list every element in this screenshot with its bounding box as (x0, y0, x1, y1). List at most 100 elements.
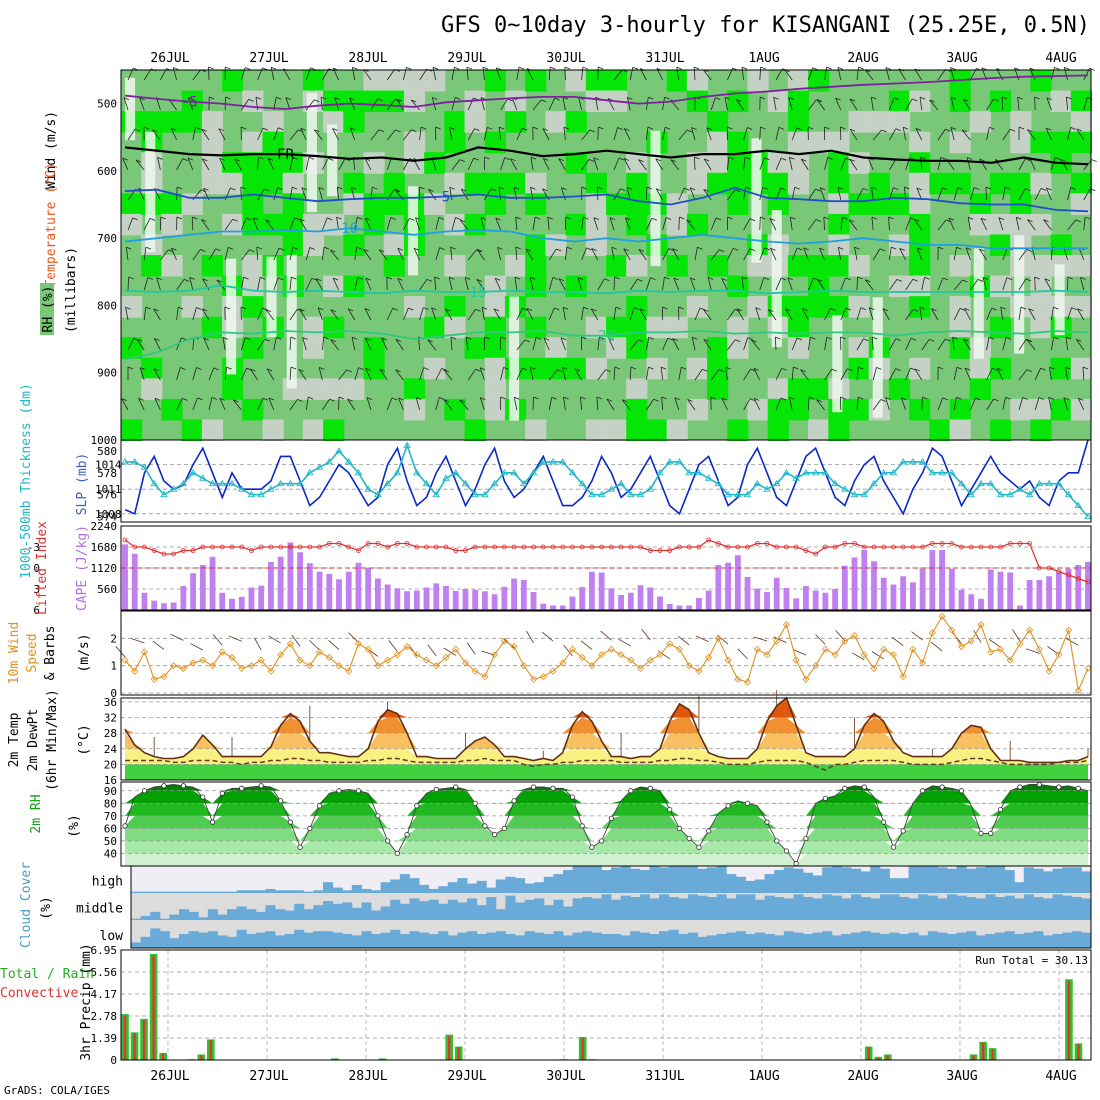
cloud-cell (774, 935, 785, 948)
wind-point (539, 673, 547, 681)
rh-cell (1070, 357, 1092, 380)
rh-cell (828, 234, 850, 256)
cloud-cell (1062, 932, 1073, 948)
wind-barb-flag (1071, 307, 1077, 310)
wind-point (724, 656, 732, 664)
wind-barb (322, 247, 325, 261)
wind-barb-flag (230, 187, 236, 191)
wind-barb-flag (802, 308, 808, 311)
wind-barb-flag (703, 189, 709, 192)
rh-cell (282, 193, 304, 215)
cloud-cell (1023, 932, 1034, 948)
wind-barb (1077, 398, 1085, 411)
rh-cell (787, 172, 810, 195)
rh-cell (565, 152, 587, 174)
rh-cell (828, 255, 850, 277)
cloud-cell (1052, 894, 1063, 920)
wind-barb (613, 367, 616, 381)
wind-barb-flag (1053, 306, 1059, 310)
rh-point (579, 823, 585, 829)
wind-barb (743, 368, 751, 381)
cloud-cell (1033, 897, 1044, 920)
lifted-index-line (124, 539, 1089, 583)
wind-barb (562, 307, 566, 321)
li-point (385, 544, 391, 550)
cape-bar (793, 598, 800, 610)
cape-bar (122, 544, 128, 610)
wind-barb (562, 97, 566, 111)
wind-barb-flag (662, 306, 668, 310)
li-point (988, 544, 994, 550)
wind-barb (493, 308, 501, 321)
rh-cell (1030, 275, 1052, 298)
cape-bar (443, 586, 449, 610)
li-point (161, 551, 167, 557)
rh-cell (444, 255, 466, 277)
li-point (404, 541, 410, 546)
cloud-cell (1023, 894, 1034, 920)
wind-point (773, 637, 781, 645)
wind-barb-flag (503, 366, 509, 370)
wind-barb (743, 127, 748, 141)
wind-barb (856, 338, 864, 351)
wind-barb (302, 337, 307, 351)
wind-barb-flag (639, 308, 645, 312)
cloud-cell (687, 894, 698, 920)
wind-barb (388, 640, 398, 652)
wind-barb-flag (180, 367, 186, 370)
cloud-cell (524, 931, 535, 948)
wind-barb-flag (803, 247, 809, 251)
rh-cell (383, 90, 405, 113)
wind-barb-flag (633, 307, 640, 310)
wind-barb (966, 157, 971, 171)
wind-point (529, 675, 538, 683)
cloud-cell (841, 898, 852, 920)
rh-cell (787, 398, 810, 421)
wind-point (189, 659, 197, 667)
wind-barb (736, 308, 744, 321)
rh-cell (666, 70, 688, 92)
wind-barb-flag (547, 216, 553, 220)
wind-barb (775, 68, 783, 81)
wind-barb (613, 157, 620, 171)
li-point (171, 551, 177, 557)
wind-point (257, 656, 265, 664)
cloud-cell (860, 871, 871, 893)
rh-cell (767, 152, 789, 174)
cloud-cell (687, 866, 698, 893)
wind-point (889, 651, 898, 659)
wind-barb (318, 367, 323, 381)
wind-barb-flag (473, 157, 479, 161)
wind-barb-flag (614, 366, 621, 370)
wind-barb-flag (394, 188, 400, 192)
precip-convective-bar (142, 1020, 146, 1060)
wind-barb-flag (188, 97, 194, 101)
thickness-point (257, 490, 265, 498)
cloud-cell (716, 866, 727, 893)
wind-barb-flag (1028, 308, 1034, 312)
wind-barb (176, 307, 179, 321)
wind-barb (351, 67, 356, 81)
li-point (764, 541, 770, 546)
thickness-point (1084, 512, 1092, 519)
li-point (326, 541, 332, 546)
wind-barb (498, 127, 501, 141)
wind-barb-flag (352, 66, 358, 70)
rh-point (842, 785, 848, 791)
wind-barb-flag (395, 369, 401, 373)
thickness-point (841, 485, 849, 492)
rh-cell (121, 193, 143, 215)
wind-barb-flag (487, 126, 493, 130)
wind-barb-flag (225, 96, 231, 100)
rh-cell (808, 378, 830, 400)
wind-barb-flag (647, 126, 654, 130)
wind-point (315, 648, 324, 656)
thickness-point (520, 479, 528, 487)
wind-barb-flag (1091, 159, 1097, 163)
wind-barb (655, 188, 663, 201)
wind-point (442, 653, 450, 662)
wind-barb (330, 339, 339, 351)
wind-barb (415, 217, 420, 231)
wind-point (734, 675, 742, 683)
